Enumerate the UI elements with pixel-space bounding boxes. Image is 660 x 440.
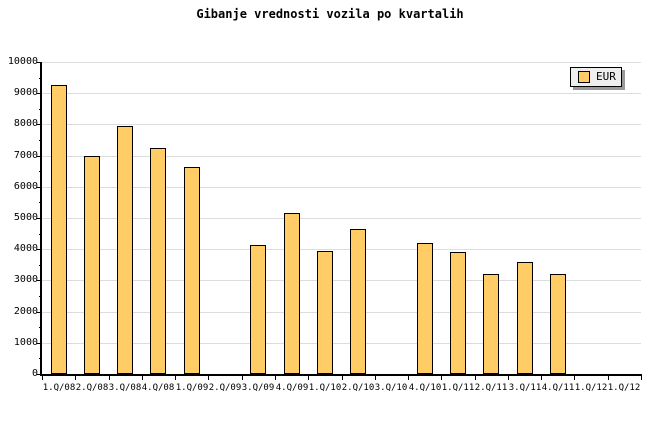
bar <box>51 85 67 374</box>
x-tick-label: 4.Q/08 <box>141 383 175 393</box>
x-tick <box>75 376 76 380</box>
x-tick <box>175 376 176 380</box>
y-tick-label: 10000 <box>7 56 38 67</box>
x-tick <box>275 376 276 380</box>
x-tick <box>242 376 243 380</box>
x-tick-label: 1.Q/11 <box>441 383 475 393</box>
y-major-tick <box>37 374 42 375</box>
y-major-tick <box>37 187 42 188</box>
x-tick <box>574 376 575 380</box>
gridline <box>42 312 641 313</box>
bar <box>517 262 533 374</box>
x-tick-label: 1.Q/12 <box>607 383 641 393</box>
y-tick-label: 4000 <box>13 243 38 254</box>
x-tick-label: 1.Q/09 <box>175 383 209 393</box>
bar <box>150 148 166 374</box>
x-tick <box>475 376 476 380</box>
bar <box>450 252 466 374</box>
y-major-tick <box>37 218 42 219</box>
bar <box>483 274 499 374</box>
x-tick <box>142 376 143 380</box>
y-tick-label: 7000 <box>13 150 38 161</box>
x-tick-label: 3.Q/08 <box>108 383 142 393</box>
x-tick <box>208 376 209 380</box>
x-tick-label: 2.Q/08 <box>75 383 109 393</box>
gridline <box>42 218 641 219</box>
y-major-tick <box>37 93 42 94</box>
bar <box>84 156 100 374</box>
y-tick-label: 3000 <box>13 274 38 285</box>
x-tick-label: 1.Q/12 <box>574 383 608 393</box>
y-major-tick <box>37 124 42 125</box>
y-tick-label: 6000 <box>13 181 38 192</box>
y-major-tick <box>37 249 42 250</box>
x-tick <box>541 376 542 380</box>
x-tick-label: 2.Q/09 <box>208 383 242 393</box>
bar <box>250 245 266 374</box>
y-tick-label: 9000 <box>13 87 38 98</box>
gridline <box>42 343 641 344</box>
bar <box>417 243 433 374</box>
x-tick-label: 3.Q/11 <box>508 383 542 393</box>
gridline <box>42 249 641 250</box>
x-tick-label: 4.Q/09 <box>275 383 309 393</box>
legend: EUR <box>570 67 622 87</box>
gridline <box>42 187 641 188</box>
x-tick <box>641 376 642 380</box>
x-tick <box>508 376 509 380</box>
x-tick <box>608 376 609 380</box>
bar <box>550 274 566 374</box>
x-tick-label: 3.Q/09 <box>241 383 275 393</box>
chart-title: Gibanje vrednosti vozila po kvartalih <box>196 7 464 21</box>
bar <box>317 251 333 374</box>
gridline <box>42 156 641 157</box>
x-tick-label: 2.Q/11 <box>474 383 508 393</box>
x-tick <box>375 376 376 380</box>
x-tick <box>109 376 110 380</box>
x-tick-label: 2.Q/10 <box>341 383 375 393</box>
bar <box>117 126 133 374</box>
y-axis-line <box>40 62 42 376</box>
y-tick-label: 2000 <box>13 306 38 317</box>
y-major-tick <box>37 312 42 313</box>
x-tick <box>42 376 43 380</box>
y-major-tick <box>37 280 42 281</box>
y-major-tick <box>37 156 42 157</box>
x-tick-label: 1.Q/08 <box>42 383 76 393</box>
x-tick <box>308 376 309 380</box>
bar <box>350 229 366 374</box>
gridline <box>42 93 641 94</box>
legend-swatch-icon <box>578 71 590 83</box>
bar <box>284 213 300 374</box>
legend-label: EUR <box>596 70 616 83</box>
y-major-tick <box>37 62 42 63</box>
y-tick-label: 1000 <box>13 337 38 348</box>
x-tick <box>342 376 343 380</box>
x-tick-label: 4.Q/11 <box>541 383 575 393</box>
y-tick-label: 0 <box>31 368 38 379</box>
gridline <box>42 124 641 125</box>
x-tick <box>408 376 409 380</box>
x-tick-label: 4.Q/10 <box>408 383 442 393</box>
y-tick-label: 5000 <box>13 212 38 223</box>
gridline <box>42 62 641 63</box>
y-major-tick <box>37 343 42 344</box>
gridline <box>42 280 641 281</box>
x-tick <box>441 376 442 380</box>
y-tick-label: 8000 <box>13 118 38 129</box>
x-axis-line <box>40 374 642 376</box>
x-tick-label: 1.Q/10 <box>308 383 342 393</box>
x-tick-label: 3.Q/10 <box>374 383 408 393</box>
bar <box>184 167 200 374</box>
